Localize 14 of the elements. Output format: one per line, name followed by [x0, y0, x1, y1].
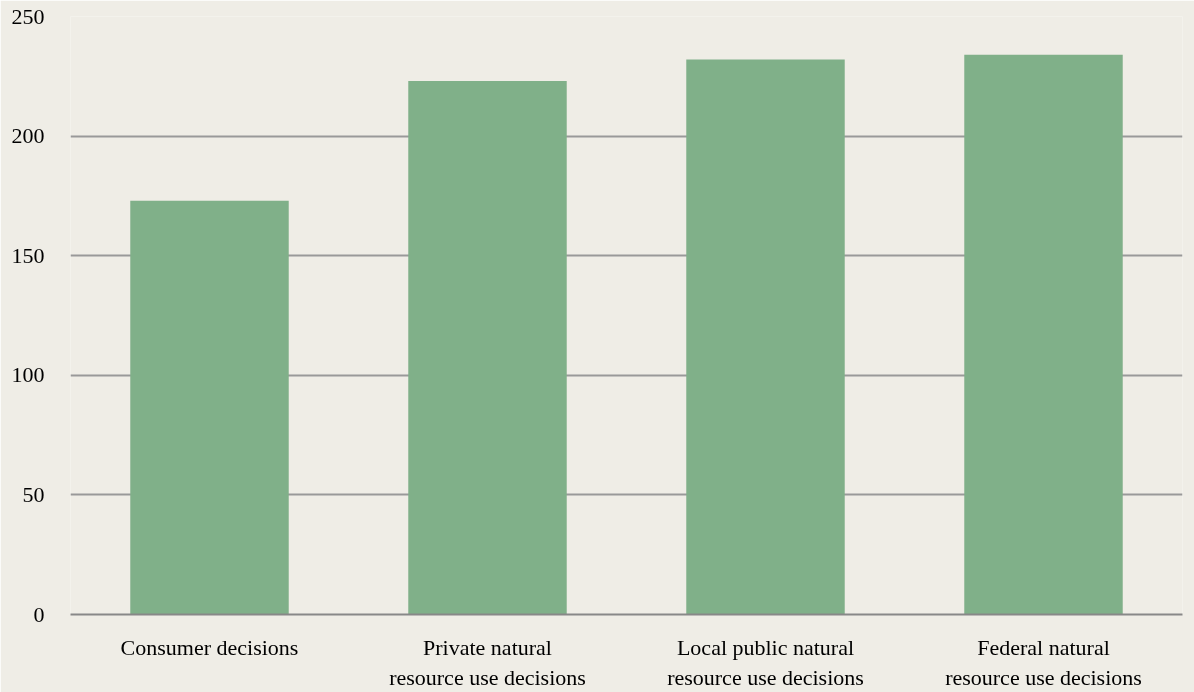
y-tick-label: 250	[11, 3, 45, 29]
bar	[964, 54, 1123, 615]
y-tick-label: 100	[11, 362, 45, 388]
x-tick-label: Local public natural resource use decisions	[667, 634, 864, 690]
y-tick-label: 50	[22, 481, 45, 507]
y-tick-label: 0	[33, 601, 45, 627]
x-tick-label: Consumer decisions	[120, 634, 299, 660]
bar	[686, 59, 845, 615]
bar	[130, 200, 289, 615]
x-tick-label: Federal natural resource use decisions	[945, 634, 1142, 690]
x-tick-label: Private natural resource use decisions	[389, 634, 586, 690]
bar	[408, 81, 567, 615]
y-tick-label: 150	[11, 242, 45, 268]
y-tick-label: 200	[11, 123, 45, 149]
